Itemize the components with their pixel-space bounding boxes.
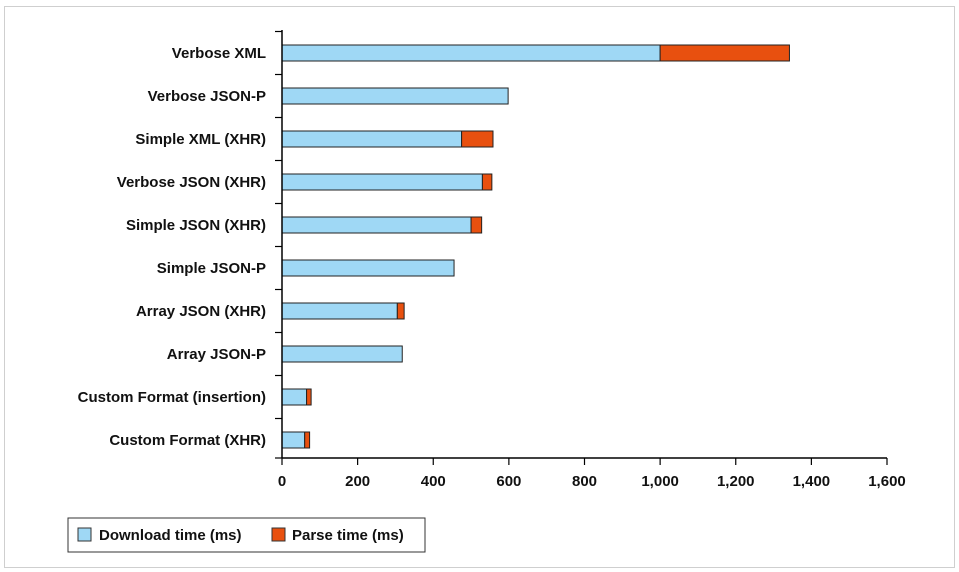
x-tick-label: 1,000 [641,473,679,490]
bar-download [281,44,661,62]
bar-download [281,87,509,105]
category-label: Simple JSON (XHR) [126,217,266,234]
bar-parse [481,173,493,191]
legend-label-parse: Parse time (ms) [292,527,404,544]
bar-download [281,302,398,320]
category-label: Array JSON-P [167,346,266,363]
x-tick-label: 1,600 [868,473,906,490]
x-tick-label: 600 [496,473,521,490]
legend: Download time (ms) Parse time (ms) [67,517,426,553]
legend-box [67,517,426,553]
category-label: Simple XML (XHR) [135,131,266,148]
y-axis-ticks [275,30,282,459]
category-label: Verbose JSON-P [148,88,266,105]
category-label: Verbose XML [172,45,266,62]
bar-download [281,130,463,148]
bar-parse [470,216,483,234]
x-tick-label: 1,400 [793,473,831,490]
x-tick-label: 800 [572,473,597,490]
bar-parse [659,44,790,62]
bar-parse [306,388,312,406]
category-label: Verbose JSON (XHR) [117,174,266,191]
x-tick-label: 400 [421,473,446,490]
category-labels: Verbose XML Verbose JSON-P Simple XML (XHR… [78,45,266,449]
x-axis-ticks: 0 200 400 600 800 1,000 1,200 1,400 1,600 [278,458,906,490]
x-tick-label: 200 [345,473,370,490]
x-tick-label: 1,200 [717,473,755,490]
bars-group [281,44,790,449]
bar-download [281,216,472,234]
category-label: Custom Format (XHR) [109,432,266,449]
bar-download [281,345,403,363]
legend-swatch-download [77,527,92,542]
bar-download [281,388,308,406]
category-label: Array JSON (XHR) [136,303,266,320]
legend-label-download: Download time (ms) [99,527,242,544]
category-label: Custom Format (insertion) [78,389,266,406]
legend-swatch-parse [271,527,286,542]
x-tick-label: 0 [278,473,286,490]
bar-download [281,173,483,191]
bar-download [281,431,306,449]
category-label: Simple JSON-P [157,260,266,277]
bar-parse [304,431,311,449]
bar-parse [461,130,494,148]
bar-download [281,259,455,277]
bar-parse [396,302,405,320]
